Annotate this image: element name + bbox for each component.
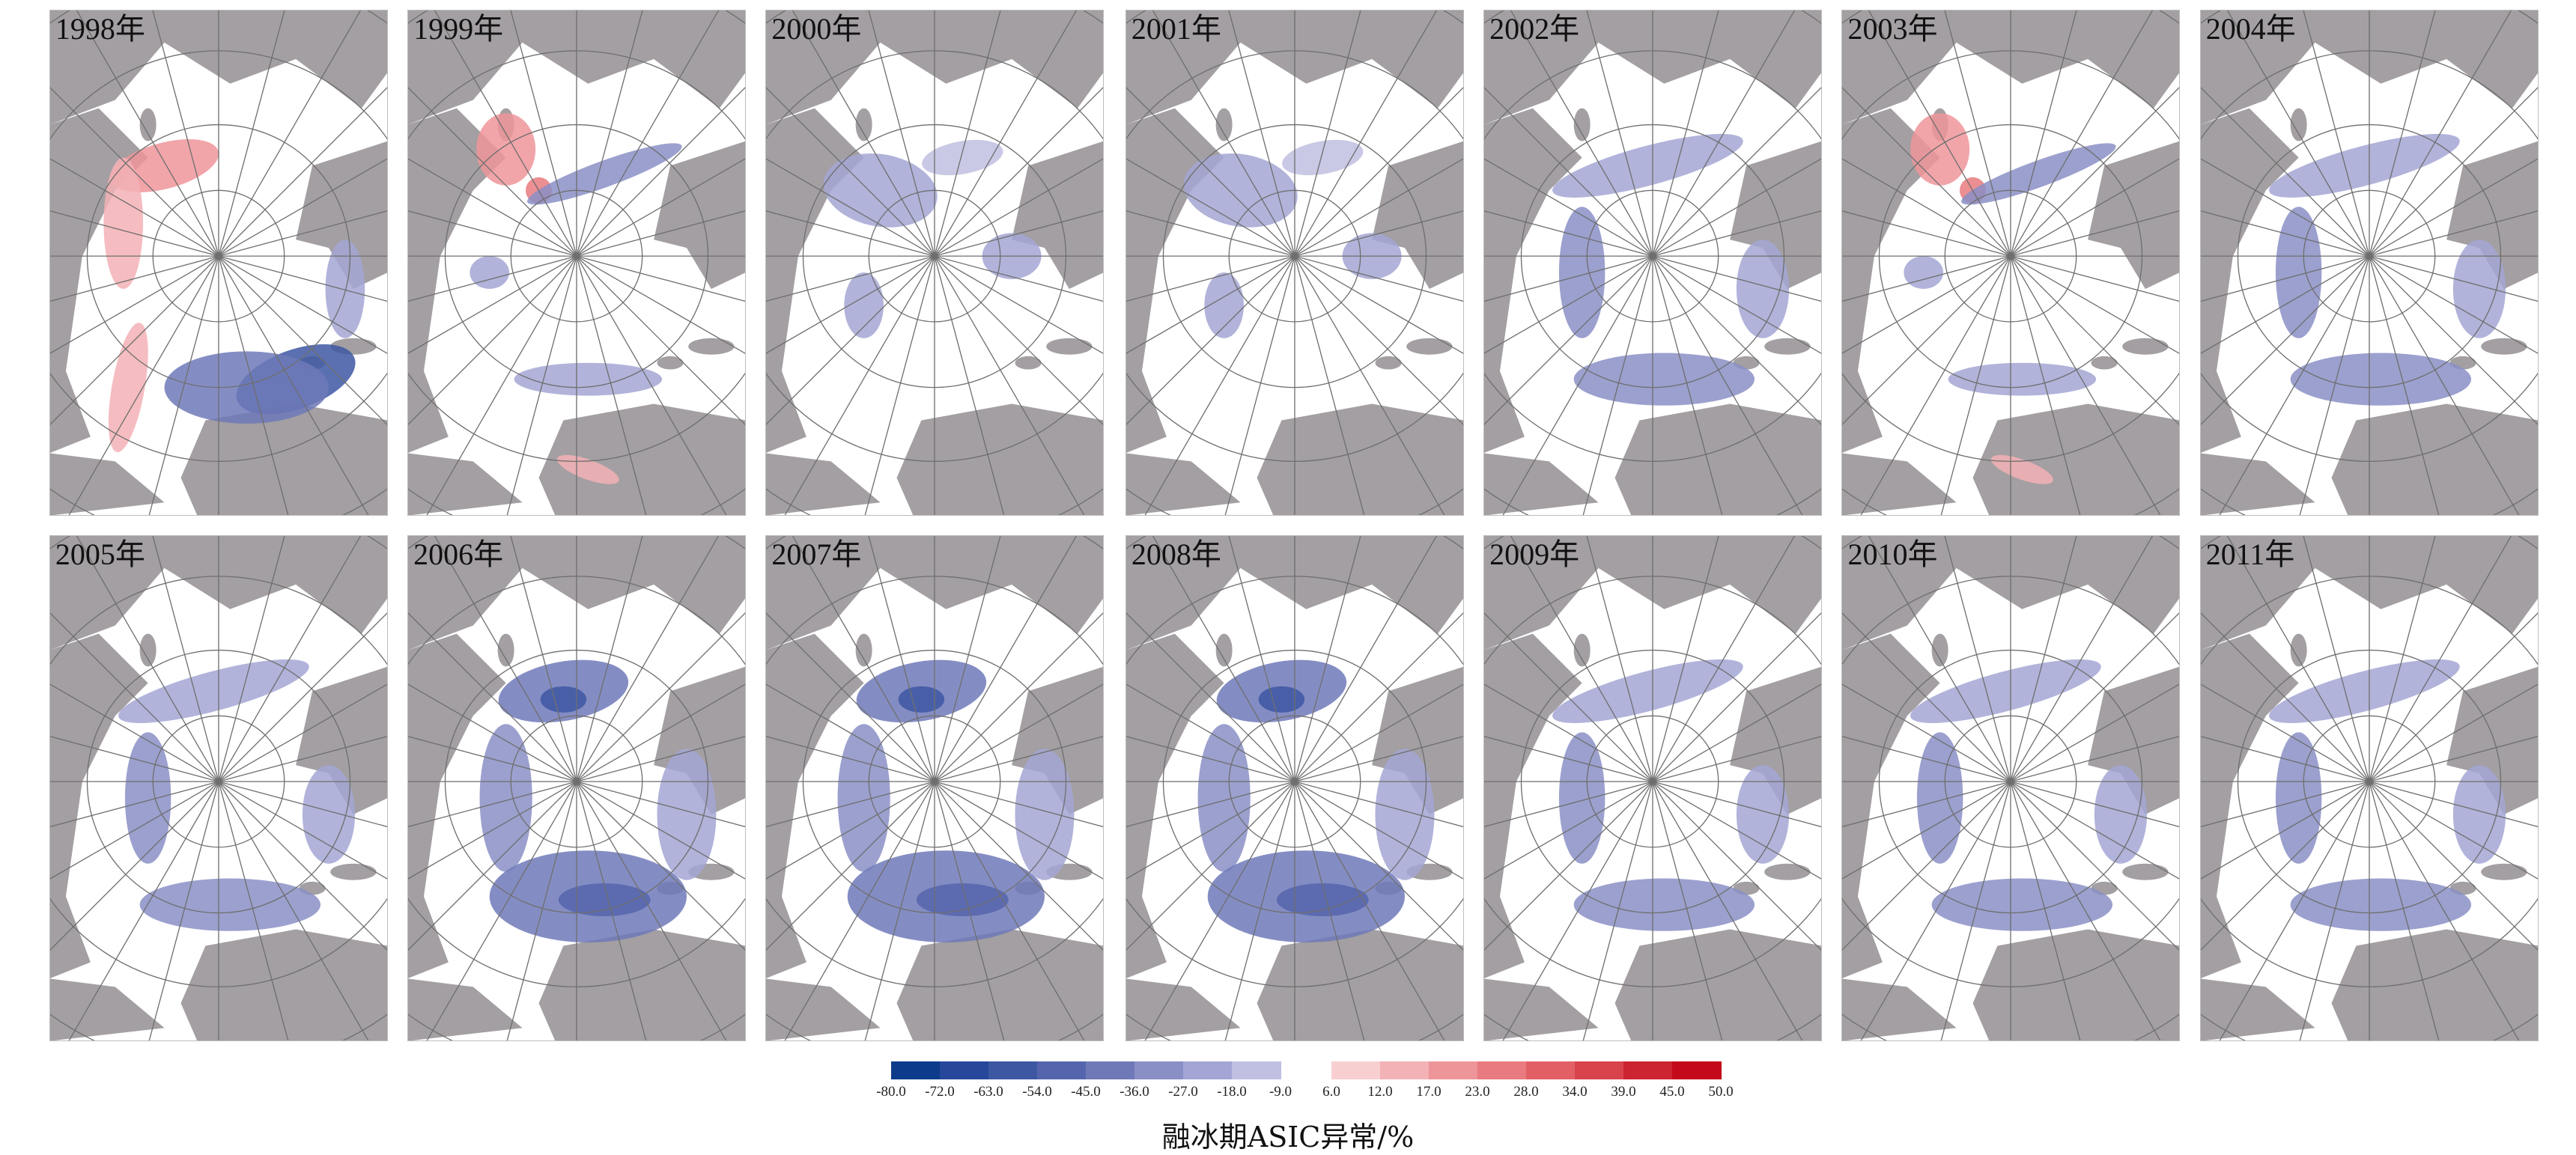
arctic-map [765,535,1105,1041]
negative-tick-label: -80.0 [876,1084,906,1100]
panel-year-label: 2011年 [2205,537,2295,572]
arctic-map [2199,10,2539,516]
negative-swatch [891,1061,941,1079]
positive-tick-label: 6.0 [1322,1084,1340,1100]
positive-tick-label: 12.0 [1367,1084,1393,1100]
negative-swatch [1134,1061,1184,1079]
positive-tick-label: 39.0 [1611,1084,1636,1100]
positive-swatch [1331,1061,1381,1079]
positive-swatch [1623,1061,1673,1079]
arctic-map [49,535,388,1041]
panel-year-label: 2002年 [1489,12,1580,46]
positive-tick-label: 45.0 [1659,1084,1685,1100]
panel-year-label: 2000年 [771,12,862,46]
negative-tick-label: -54.0 [1022,1084,1052,1100]
arctic-map [407,535,747,1041]
positive-tick-label: 50.0 [1708,1084,1734,1100]
positive-tick-label: 28.0 [1513,1084,1539,1100]
map-panel-2007: 2007年 [765,535,1105,1041]
map-panel-2006: 2006年 [407,535,747,1041]
arctic-map [407,10,747,516]
negative-swatch [1086,1061,1135,1079]
negative-tick-label: -27.0 [1168,1084,1198,1100]
map-panel-2009: 2009年 [1483,535,1823,1041]
map-panel-2001: 2001年 [1125,10,1464,516]
negative-tick-label: -36.0 [1120,1084,1149,1100]
arctic-map [1483,535,1823,1041]
positive-tick-label: 17.0 [1416,1084,1442,1100]
negative-swatch [1183,1061,1233,1079]
positive-tick-label: 34.0 [1562,1084,1588,1100]
positive-swatch [1575,1061,1624,1079]
map-panel-2008: 2008年 [1125,535,1464,1041]
panel-year-label: 1999年 [413,12,504,46]
negative-tick-label: -9.0 [1269,1084,1292,1100]
panel-year-label: 2009年 [1489,537,1580,572]
negative-tick-label: -63.0 [973,1084,1003,1100]
colorbar-title: 融冰期ASIC异常/% [1161,1121,1415,1154]
arctic-map [49,10,388,516]
panel-year-label: 2005年 [55,537,145,572]
positive-swatch [1672,1061,1722,1079]
panel-year-label: 2008年 [1131,537,1221,572]
panel-year-label: 2007年 [771,537,862,572]
positive-swatch [1526,1061,1576,1079]
negative-swatch [1037,1061,1087,1079]
panel-year-label: 2010年 [1847,537,1938,572]
map-panel-2004: 2004年 [2199,10,2539,516]
map-panel-2010: 2010年 [1841,535,2181,1041]
arctic-map [765,10,1105,516]
arctic-map [1483,10,1823,516]
positive-swatch [1429,1061,1478,1079]
negative-swatch [988,1061,1038,1079]
negative-tick-label: -45.0 [1071,1084,1101,1100]
map-panel-2005: 2005年 [49,535,388,1041]
arctic-map [2199,535,2539,1041]
map-panel-2000: 2000年 [765,10,1105,516]
arctic-map [1125,535,1464,1041]
negative-swatch [1232,1061,1281,1079]
arctic-map [1841,535,2181,1041]
map-panel-1998: 1998年 [49,10,388,516]
arctic-map [1125,10,1464,516]
map-panel-2011: 2011年 [2199,535,2539,1041]
negative-tick-label: -72.0 [925,1084,955,1100]
map-panel-1999: 1999年 [407,10,747,516]
panel-year-label: 2006年 [413,537,504,572]
negative-swatch [940,1061,989,1079]
panel-year-label: 2004年 [2205,12,2296,46]
map-panel-2002: 2002年 [1483,10,1823,516]
positive-tick-label: 23.0 [1465,1084,1490,1100]
positive-swatch [1477,1061,1527,1079]
panel-year-label: 1998年 [55,12,145,46]
panel-year-label: 2001年 [1131,12,1221,46]
arctic-map [1841,10,2181,516]
positive-swatch [1380,1061,1430,1079]
negative-tick-label: -18.0 [1217,1084,1247,1100]
map-panel-2003: 2003年 [1841,10,2181,516]
panel-year-label: 2003年 [1847,12,1938,46]
